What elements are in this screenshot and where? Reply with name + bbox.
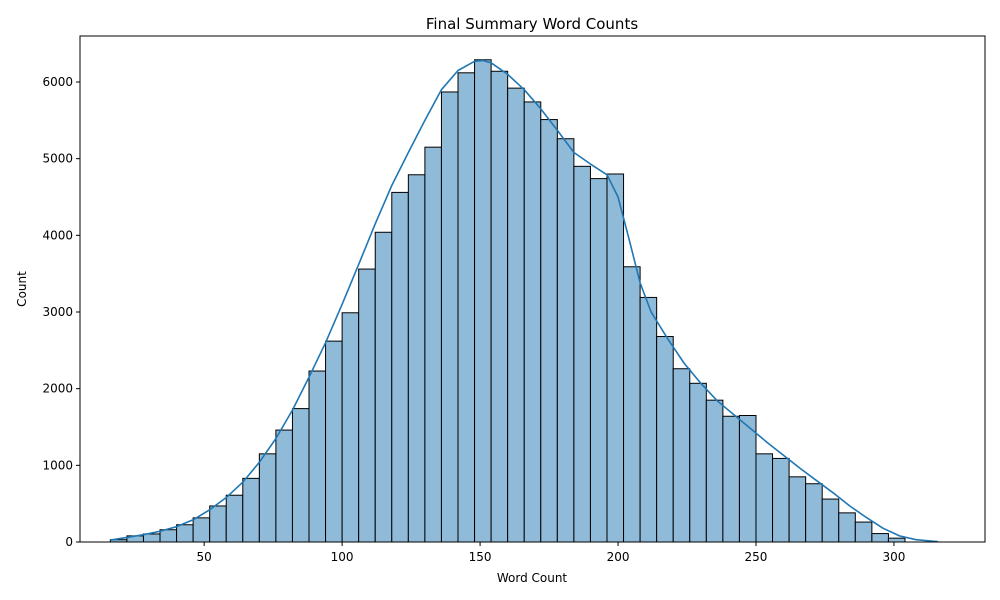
x-tick-label: 250: [745, 550, 768, 564]
x-tick-label: 50: [197, 550, 212, 564]
histogram-bar: [325, 340, 343, 543]
histogram-bar: [159, 529, 178, 543]
histogram-bar: [639, 296, 658, 543]
histogram-bar: [689, 382, 707, 543]
y-tick-label: 4000: [42, 228, 73, 242]
x-tick-label: 100: [331, 550, 354, 564]
histogram-bar: [705, 399, 724, 543]
histogram-bar: [192, 517, 211, 543]
y-tick-label: 0: [65, 535, 73, 549]
histogram-bar: [523, 101, 542, 543]
histogram-bar: [805, 483, 823, 543]
histogram-bar: [838, 512, 856, 543]
histogram-bar: [275, 429, 293, 543]
histogram-bar: [225, 494, 244, 543]
y-tick-label: 6000: [42, 75, 73, 89]
histogram-bar: [507, 87, 525, 543]
histogram-bar: [490, 70, 509, 543]
histogram-bar: [821, 498, 840, 543]
histogram-bar: [556, 138, 575, 543]
histogram-bar: [391, 191, 409, 543]
plot-frame: [79, 35, 986, 543]
histogram-bar: [573, 165, 591, 543]
histogram-bar: [606, 173, 625, 543]
y-axis: 0 1000 2000 3000 4000 5000 6000: [42, 75, 80, 549]
histogram-bar: [540, 119, 558, 543]
histogram-bar: [738, 415, 757, 543]
histogram-bar: [424, 146, 442, 543]
histogram-bar: [209, 505, 227, 543]
histogram-bar: [672, 368, 691, 543]
x-axis: 50 100 150 200 250 300: [197, 542, 905, 564]
chart-title: Final Summary Word Counts: [426, 15, 638, 33]
y-tick-label: 2000: [42, 382, 73, 396]
y-axis-title: Count: [15, 271, 29, 307]
histogram-bar: [341, 312, 360, 543]
y-tick-label: 5000: [42, 152, 73, 166]
histogram-bar: [722, 415, 740, 543]
y-tick-label: 1000: [42, 458, 73, 472]
histogram-bar: [623, 266, 641, 543]
x-tick-label: 200: [607, 550, 630, 564]
histogram-bar: [474, 59, 492, 543]
histogram-bar: [258, 453, 277, 543]
histogram-bar: [291, 408, 310, 543]
bars-layer: [109, 59, 906, 543]
histogram-bar: [440, 91, 459, 543]
histogram-bar: [772, 457, 790, 543]
histogram-bar: [854, 521, 873, 543]
histogram-bar: [788, 476, 807, 543]
kde-line: [110, 59, 939, 543]
histogram-bar: [374, 231, 393, 543]
histogram-bar: [887, 537, 906, 543]
histogram-bar: [656, 336, 674, 543]
histogram-bar: [242, 477, 260, 543]
x-tick-label: 300: [882, 550, 905, 564]
histogram-bar: [755, 453, 774, 543]
histogram-bar: [176, 524, 194, 543]
y-tick-label: 3000: [42, 305, 73, 319]
histogram-bar: [142, 533, 161, 543]
x-axis-title: Word Count: [497, 571, 568, 585]
histogram-bar: [589, 178, 608, 543]
histogram-bar: [871, 533, 889, 543]
histogram-bar: [358, 268, 376, 543]
x-tick-label: 150: [469, 550, 492, 564]
histogram-bar: [308, 370, 327, 543]
histogram-bar: [457, 72, 476, 543]
histogram-bar: [407, 174, 426, 543]
